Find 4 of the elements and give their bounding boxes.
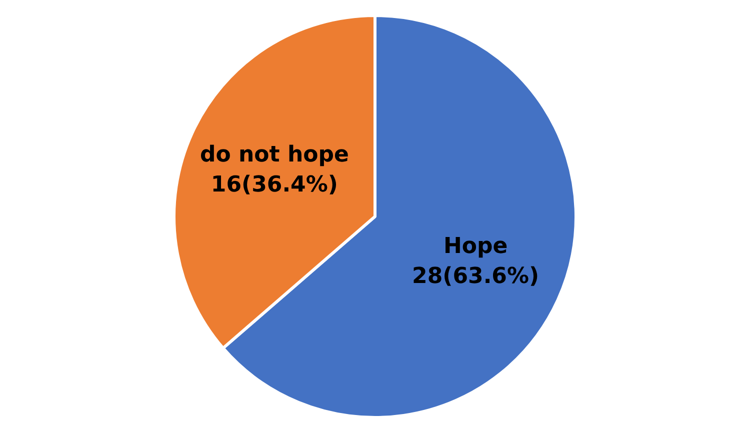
slice-label: do not hope [200,142,349,168]
slice-label: Hope [443,234,508,260]
data-label: 16(36.4%) [210,172,338,198]
data-label: 28(63.6%) [412,264,540,290]
